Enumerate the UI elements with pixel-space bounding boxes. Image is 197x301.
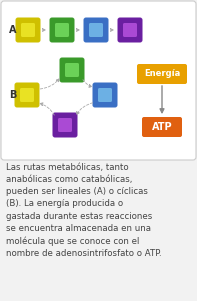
FancyBboxPatch shape — [15, 82, 40, 107]
FancyBboxPatch shape — [52, 113, 77, 138]
FancyBboxPatch shape — [21, 23, 35, 37]
FancyBboxPatch shape — [98, 88, 112, 102]
Text: A: A — [9, 25, 17, 35]
FancyBboxPatch shape — [1, 1, 196, 160]
Text: Las rutas metabólicas, tanto
anabólicas como catabólicas,
pueden ser lineales (A: Las rutas metabólicas, tanto anabólicas … — [6, 163, 162, 258]
FancyBboxPatch shape — [117, 17, 142, 42]
FancyBboxPatch shape — [142, 117, 182, 137]
Text: Energía: Energía — [144, 70, 180, 79]
Text: ATP: ATP — [152, 122, 172, 132]
FancyBboxPatch shape — [84, 17, 109, 42]
Text: B: B — [9, 90, 17, 100]
FancyBboxPatch shape — [49, 17, 74, 42]
FancyBboxPatch shape — [20, 88, 34, 102]
FancyBboxPatch shape — [123, 23, 137, 37]
FancyBboxPatch shape — [59, 57, 85, 82]
FancyBboxPatch shape — [65, 63, 79, 77]
FancyBboxPatch shape — [93, 82, 117, 107]
FancyBboxPatch shape — [89, 23, 103, 37]
FancyBboxPatch shape — [58, 118, 72, 132]
FancyBboxPatch shape — [16, 17, 41, 42]
FancyBboxPatch shape — [55, 23, 69, 37]
FancyBboxPatch shape — [137, 64, 187, 84]
